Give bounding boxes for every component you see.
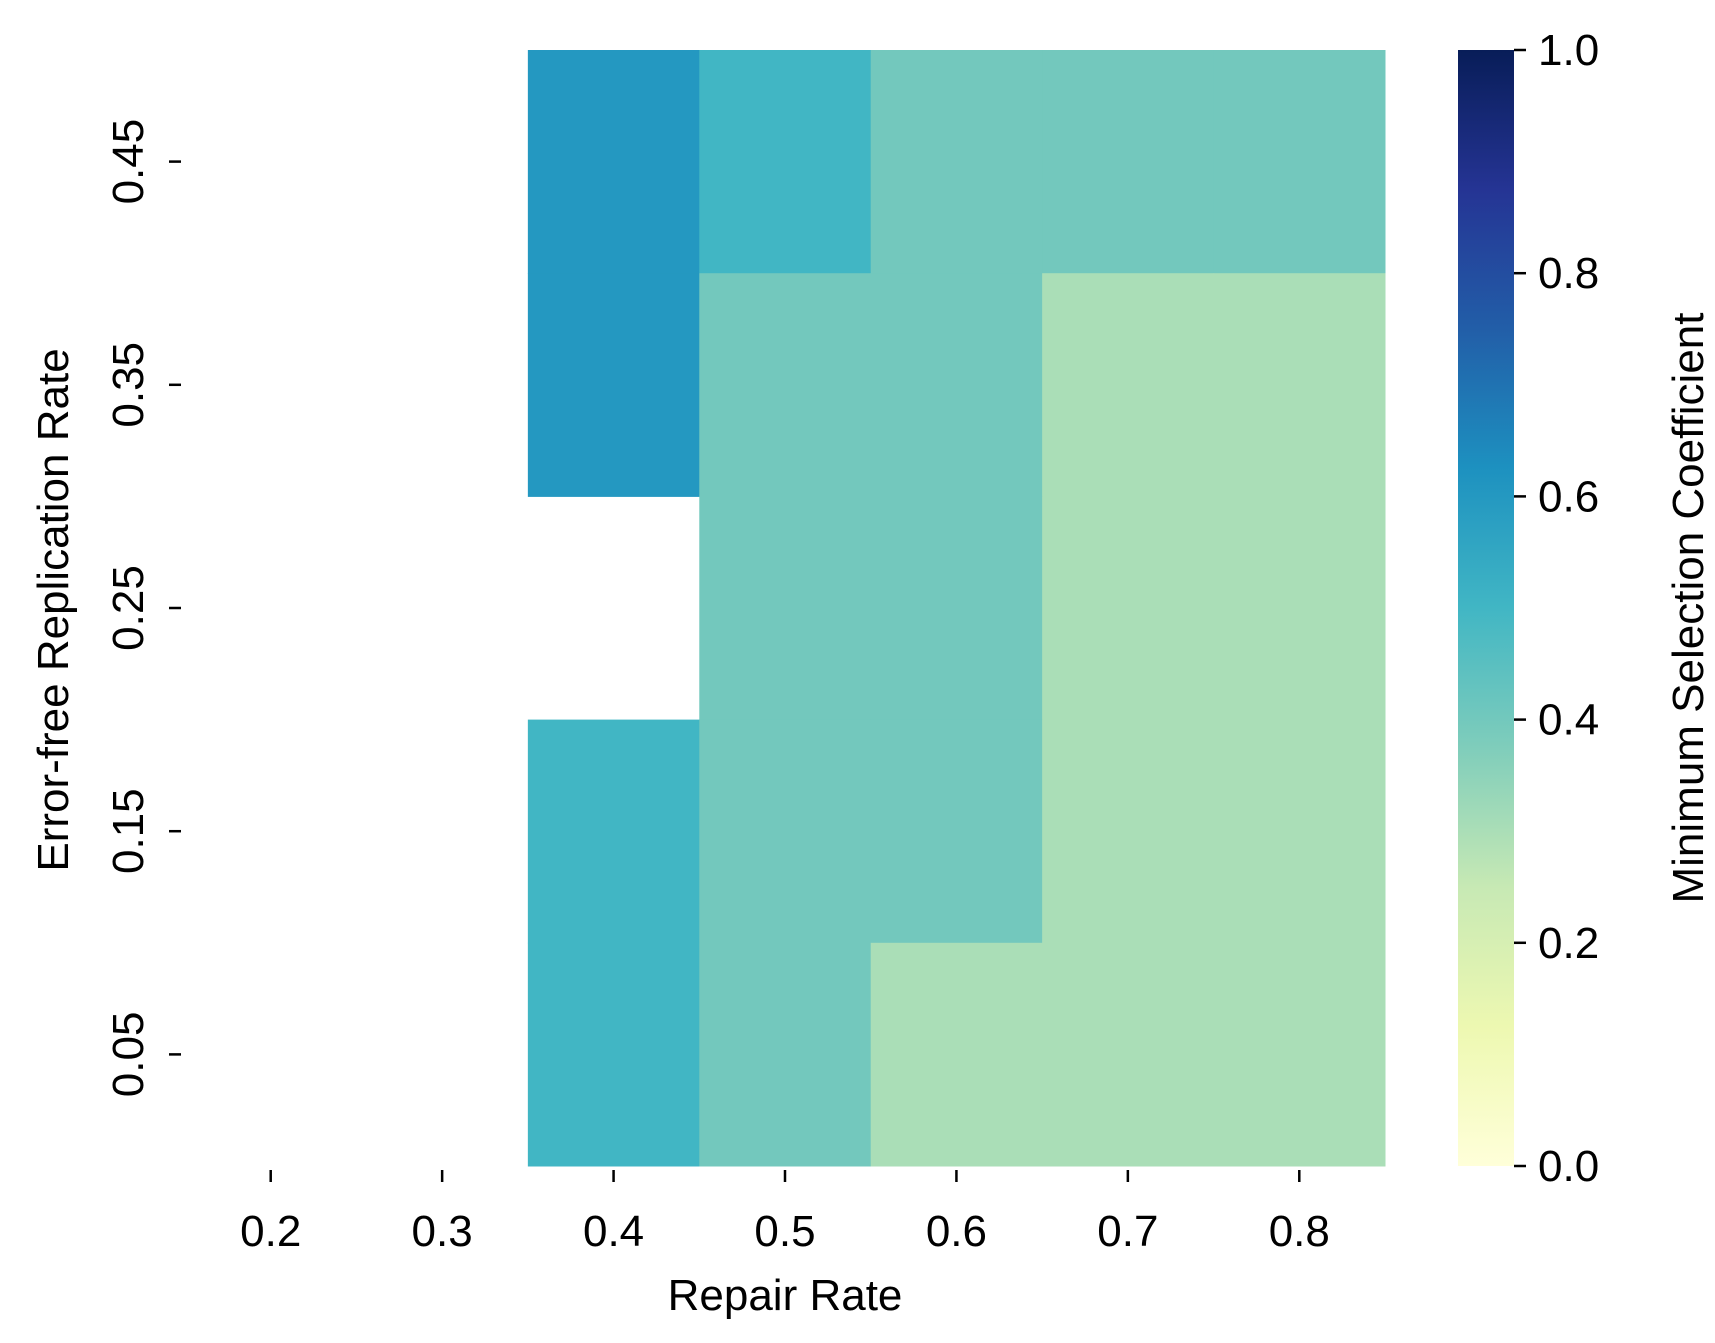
x-axis-label: Repair Rate [668, 1271, 903, 1320]
heatmap-cell [699, 719, 872, 944]
heatmap-cell [1042, 719, 1215, 944]
heatmap-cell [1042, 496, 1215, 721]
colorbar-tick-label: 0.8 [1538, 249, 1599, 298]
heatmap-cell [1042, 273, 1215, 497]
y-tick-label: 0.05 [104, 1012, 153, 1098]
colorbar-label: Minimum Selection Coefficient [1664, 313, 1713, 904]
colorbar-tick-label: 0.6 [1538, 472, 1599, 521]
y-axis-ticks: 0.45 0.35 0.25 0.15 0.05 [104, 119, 181, 1097]
heatmap-cell [699, 50, 872, 274]
x-tick-label: 0.8 [1269, 1207, 1330, 1256]
colorbar-tick-label: 0.0 [1538, 1142, 1599, 1191]
colorbar-tick-label: 0.4 [1538, 696, 1599, 745]
heatmap-cells [527, 50, 1386, 1167]
heatmap-cell [527, 273, 700, 497]
heatmap-cell [1213, 719, 1386, 944]
heatmap-cell [699, 273, 872, 497]
x-axis-ticks: 0.2 0.3 0.4 0.5 0.6 0.7 0.8 [240, 1170, 1330, 1256]
x-tick-label: 0.3 [412, 1207, 473, 1256]
y-tick-label: 0.15 [104, 788, 153, 874]
heatmap-cell [870, 942, 1043, 1167]
heatmap-cell [1213, 273, 1386, 497]
x-tick-label: 0.7 [1097, 1207, 1158, 1256]
x-tick-label: 0.5 [754, 1207, 815, 1256]
x-tick-label: 0.2 [240, 1207, 301, 1256]
heatmap-cell [527, 719, 700, 944]
colorbar [1458, 50, 1514, 1166]
y-axis-label: Error-free Replication Rate [29, 348, 78, 871]
heatmap-cell [870, 496, 1043, 721]
colorbar-tick-label: 1.0 [1538, 26, 1599, 75]
heatmap-cell [870, 50, 1043, 274]
x-tick-label: 0.6 [926, 1207, 987, 1256]
heatmap-cell [527, 942, 700, 1167]
heatmap-cell [1213, 496, 1386, 721]
y-tick-label: 0.25 [104, 565, 153, 651]
heatmap-cell [1042, 942, 1215, 1167]
heatmap-cell [527, 50, 700, 274]
heatmap-cell [1213, 942, 1386, 1167]
y-tick-label: 0.35 [104, 342, 153, 428]
colorbar-ticks: 0.0 0.2 0.4 0.6 0.8 1.0 [1514, 26, 1599, 1191]
heatmap-cell [870, 273, 1043, 497]
y-tick-label: 0.45 [104, 119, 153, 205]
heatmap-cell [1042, 50, 1215, 274]
heatmap-cell [1213, 50, 1386, 274]
heatmap-cell [699, 942, 872, 1167]
heatmap-cell [699, 496, 872, 721]
x-tick-label: 0.4 [583, 1207, 644, 1256]
heatmap-cell [870, 719, 1043, 944]
colorbar-tick-label: 0.2 [1538, 919, 1599, 968]
